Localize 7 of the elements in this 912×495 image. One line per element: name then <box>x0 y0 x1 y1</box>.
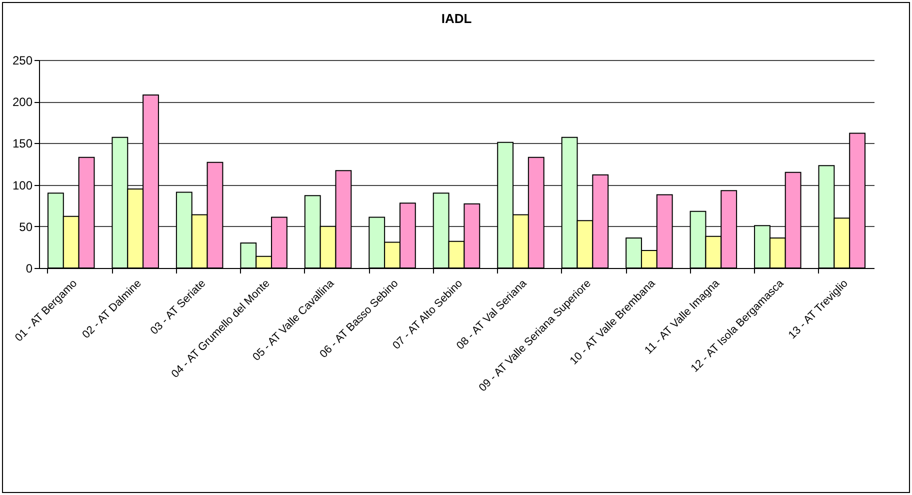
y-tick-label: 100 <box>12 178 33 192</box>
y-tick-label: 200 <box>12 95 33 110</box>
y-tick-label: 0 <box>26 262 33 276</box>
y-tick-label: 50 <box>19 220 33 234</box>
chart-title: IADL <box>441 11 472 26</box>
y-tick-label: 250 <box>12 54 33 68</box>
y-tick-label: 150 <box>12 136 33 151</box>
